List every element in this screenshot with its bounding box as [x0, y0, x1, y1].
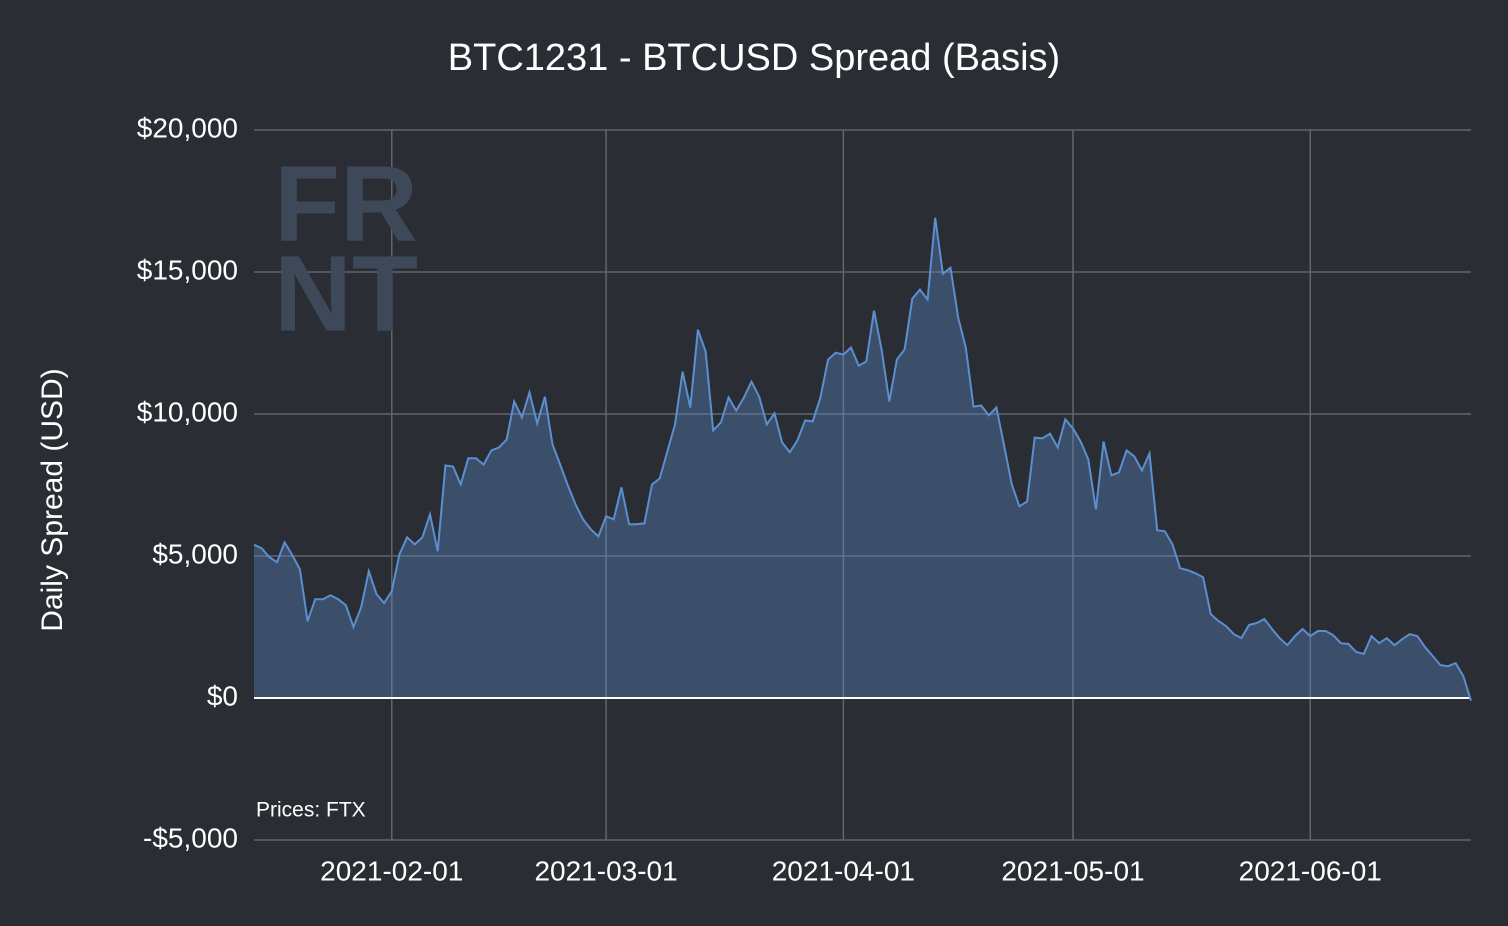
chart-title: BTC1231 - BTCUSD Spread (Basis) — [448, 37, 1060, 79]
y-tick-label: $10,000 — [137, 396, 238, 427]
y-tick-label: $0 — [207, 680, 238, 711]
x-tick-label: 2021-04-01 — [772, 855, 915, 886]
watermark: FR — [274, 143, 418, 264]
y-tick-label: $20,000 — [137, 112, 238, 143]
line — [253, 217, 1472, 702]
y-tick-label: -$5,000 — [143, 822, 238, 853]
watermark: NT — [274, 233, 418, 354]
x-tick-label: 2021-05-01 — [1001, 855, 1144, 886]
y-tick-label: $15,000 — [137, 254, 238, 285]
x-tick-label: 2021-03-01 — [534, 855, 677, 886]
x-tick-label: 2021-02-01 — [320, 855, 463, 886]
x-tick-label: 2021-06-01 — [1239, 855, 1382, 886]
y-axis-label: Daily Spread (USD) — [36, 368, 69, 631]
y-tick-label: $5,000 — [152, 538, 238, 569]
annotation: Prices: FTX — [256, 799, 366, 822]
area — [254, 217, 1471, 701]
